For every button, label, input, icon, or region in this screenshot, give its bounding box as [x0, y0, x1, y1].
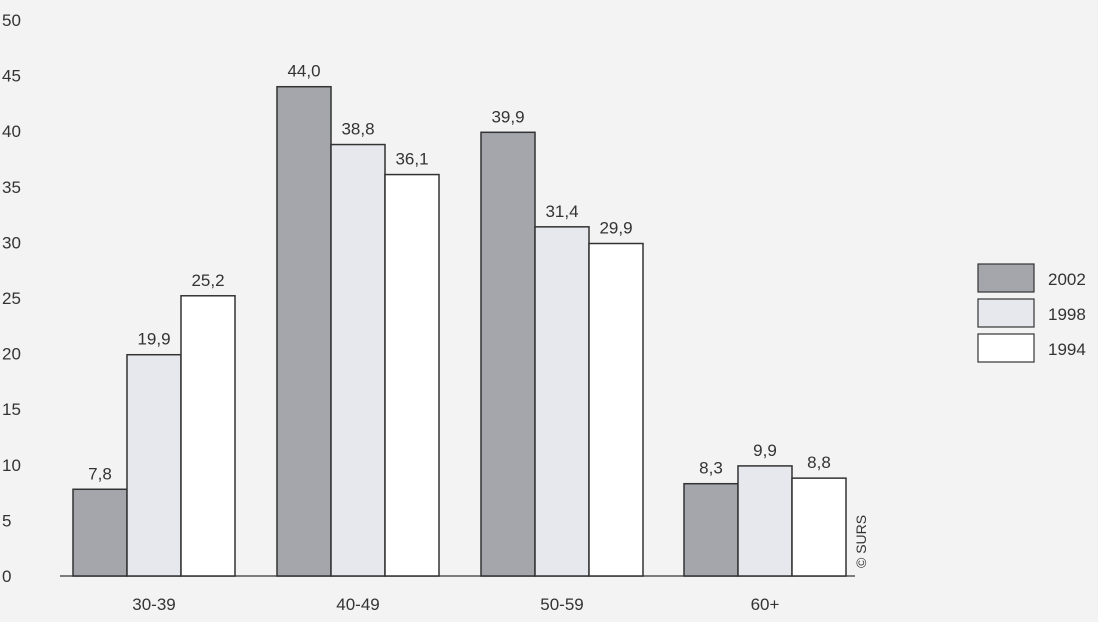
- y-tick-label: 25: [2, 289, 21, 308]
- bar-1994-30-39: [180, 295, 236, 577]
- bar-1998-50-59: [534, 226, 590, 577]
- y-tick-label: 30: [2, 233, 21, 252]
- bar-1998-30-39: [126, 353, 182, 577]
- bar-1998-40-49: [330, 143, 386, 577]
- y-tick-label: 35: [2, 178, 21, 197]
- legend-swatch-1994: [977, 333, 1035, 363]
- y-axis: 0 5 10 15 20 25 30 35 40 45 50: [2, 11, 21, 586]
- y-tick-label: 5: [2, 511, 11, 530]
- bars: [72, 85, 847, 577]
- bar-1994-60+: [791, 477, 847, 577]
- bar-1994-40-49: [384, 173, 440, 577]
- value-label: 8,8: [807, 453, 831, 472]
- legend: 2002 1998 1994: [977, 263, 1086, 363]
- y-tick-label: 10: [2, 456, 21, 475]
- bar-1994-50-59: [588, 242, 644, 577]
- bar-2002-40-49: [276, 85, 332, 577]
- value-label: 44,0: [287, 62, 320, 81]
- value-label: 39,9: [491, 107, 524, 126]
- value-label: 29,9: [599, 219, 632, 238]
- bar-2002-50-59: [480, 131, 536, 577]
- value-label: 19,9: [137, 330, 170, 349]
- bar-2002-30-39: [72, 488, 128, 577]
- legend-label: 1994: [1048, 340, 1086, 359]
- y-tick-label: 45: [2, 67, 21, 86]
- y-tick-label: 40: [2, 122, 21, 141]
- legend-swatch-2002: [977, 263, 1035, 293]
- value-label: 9,9: [753, 441, 777, 460]
- x-tick-label: 60+: [751, 595, 780, 614]
- y-tick-label: 15: [2, 400, 21, 419]
- bar-1998-60+: [737, 465, 793, 577]
- value-label: 36,1: [395, 150, 428, 169]
- y-tick-label: 20: [2, 345, 21, 364]
- value-label: 31,4: [545, 202, 578, 221]
- legend-swatch-1998: [977, 298, 1035, 328]
- x-tick-label: 50-59: [540, 595, 583, 614]
- x-tick-label: 40-49: [336, 595, 379, 614]
- value-label: 8,3: [699, 459, 723, 478]
- x-axis: 30-39 40-49 50-59 60+: [132, 595, 779, 614]
- value-labels: 7,8 19,9 25,2 44,0 38,8 36,1 39,9 31,4 29,9 8,3 9,…: [88, 62, 831, 484]
- x-tick-label: 30-39: [132, 595, 175, 614]
- credit-watermark: © SURS: [853, 515, 869, 568]
- y-tick-label: 50: [2, 11, 21, 30]
- value-label: 38,8: [341, 120, 374, 139]
- value-label: 25,2: [191, 271, 224, 290]
- legend-label: 1998: [1048, 305, 1086, 324]
- legend-label: 2002: [1048, 270, 1086, 289]
- y-tick-label: 0: [2, 567, 11, 586]
- value-label: 7,8: [88, 464, 112, 483]
- bar-2002-60+: [683, 482, 739, 577]
